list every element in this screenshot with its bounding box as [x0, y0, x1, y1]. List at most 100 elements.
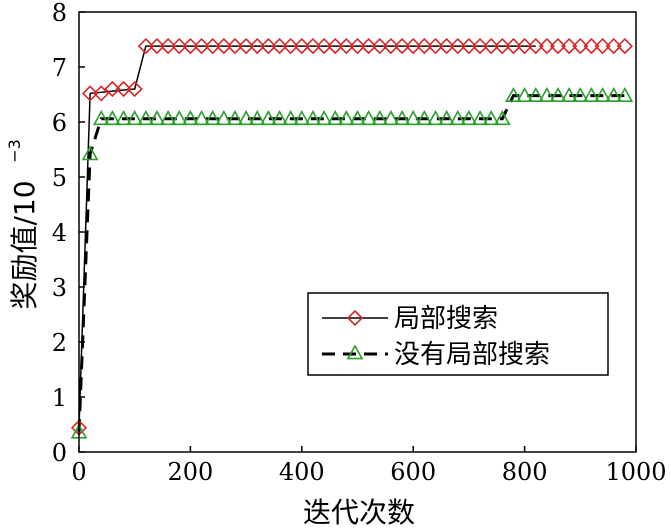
series-1-point — [482, 110, 500, 126]
series-1-point — [115, 110, 132, 126]
y-tick-label: 5 — [52, 164, 67, 192]
series-0-point — [549, 37, 567, 55]
series-0-point — [93, 85, 110, 102]
series-0-point — [237, 37, 255, 55]
series-1-point — [427, 110, 444, 126]
series-0-point — [416, 37, 433, 55]
y-tick-label: 1 — [52, 384, 67, 412]
y-tick-label: 7 — [52, 54, 67, 82]
series-1-point — [193, 110, 210, 126]
x-axis: 0 200 400 600 800 1000 — [71, 446, 667, 486]
series-1-point — [182, 110, 199, 126]
series-0-point — [538, 37, 556, 55]
series-1-point — [349, 110, 366, 126]
series-0-point — [82, 85, 99, 102]
series-1-point — [382, 110, 400, 126]
series-1-point — [371, 110, 389, 126]
x-tick-label: 400 — [279, 458, 325, 486]
series-0-point — [171, 37, 188, 55]
series-0-point — [282, 37, 299, 55]
x-tick-label: 600 — [390, 458, 436, 486]
series-0-point — [382, 37, 400, 55]
series-1-point — [260, 110, 277, 126]
series-0-point — [516, 37, 533, 55]
series-0-point — [260, 37, 277, 55]
series-0-point — [438, 37, 455, 55]
series-1-point — [126, 110, 144, 126]
series-1-point — [527, 86, 545, 102]
plot-markers — [70, 37, 634, 439]
series-1-point — [415, 110, 433, 126]
legend: 局部搜索 没有局部搜索 — [307, 292, 609, 376]
series-0-point — [360, 37, 377, 55]
series-1-point — [516, 86, 533, 102]
series-0-point — [204, 37, 221, 55]
series-0-point — [126, 80, 143, 98]
series-0-point — [148, 37, 166, 55]
x-axis-title: 迭代次数 — [303, 496, 415, 529]
series-0-point — [249, 37, 266, 55]
series-0-point — [471, 37, 489, 55]
series-1-point — [304, 110, 322, 126]
legend-marker-local-search — [346, 309, 364, 327]
y-axis-title-group: 奖励值/10 −3 — [5, 139, 41, 309]
series-0-point — [104, 80, 121, 98]
legend-label-no-local-search: 没有局部搜索 — [394, 340, 550, 370]
series-1-point — [360, 110, 377, 126]
series-0-point — [594, 37, 611, 55]
series-0-point — [572, 37, 589, 55]
series-0-point — [193, 37, 210, 55]
y-tick-label: 4 — [52, 219, 67, 247]
series-0-point — [427, 37, 444, 55]
series-0-point — [137, 37, 154, 55]
series-1-point — [571, 86, 589, 102]
series-1-point — [438, 110, 455, 126]
y-tick-label: 6 — [52, 109, 67, 137]
series-0-point — [405, 37, 422, 55]
x-tick-label: 0 — [71, 458, 86, 486]
series-1-point — [215, 110, 233, 126]
series-1-point — [104, 110, 121, 126]
x-tick-label: 800 — [502, 458, 548, 486]
series-1-point — [315, 110, 333, 126]
series-0-point — [393, 37, 411, 55]
legend-label-local-search: 局部搜索 — [394, 304, 498, 334]
series-1-point — [237, 110, 255, 126]
y-axis-title-exponent: −3 — [5, 139, 24, 163]
series-0-point — [315, 37, 333, 55]
series-0-point — [226, 37, 244, 55]
series-1-point — [471, 110, 489, 126]
series-0-point — [338, 37, 355, 55]
plot-frame — [78, 11, 637, 453]
y-axis-title: 奖励值/10 — [8, 180, 41, 309]
series-1-point — [616, 86, 634, 102]
series-1-point — [148, 110, 166, 126]
series-1-point — [137, 110, 155, 126]
series-0-point — [561, 37, 578, 55]
series-1-point — [326, 110, 344, 126]
series-0-point — [505, 37, 522, 55]
series-1-point — [248, 110, 266, 126]
series-0-point — [159, 37, 177, 55]
series-0-point — [460, 37, 478, 55]
series-1-point — [159, 110, 177, 126]
series-1-point — [605, 86, 623, 102]
series-1-point — [583, 86, 600, 102]
series-1-point — [560, 86, 578, 102]
series-1-point — [92, 110, 110, 126]
series-1-point — [338, 110, 355, 126]
series-1-point — [505, 86, 522, 102]
series-1-point — [170, 110, 188, 126]
series-1-point — [393, 110, 411, 126]
y-axis: 0 1 2 3 4 5 6 7 8 — [52, 0, 85, 467]
series-0-point — [115, 80, 132, 98]
y-tick-label: 3 — [52, 274, 67, 302]
series-1-point — [81, 145, 99, 161]
series-0-point — [616, 37, 633, 55]
series-0-point — [483, 37, 500, 55]
series-1-point — [404, 110, 422, 126]
legend-marker-no-local-search — [346, 344, 364, 360]
y-tick-label: 0 — [52, 439, 67, 467]
series-0-point — [583, 37, 600, 55]
